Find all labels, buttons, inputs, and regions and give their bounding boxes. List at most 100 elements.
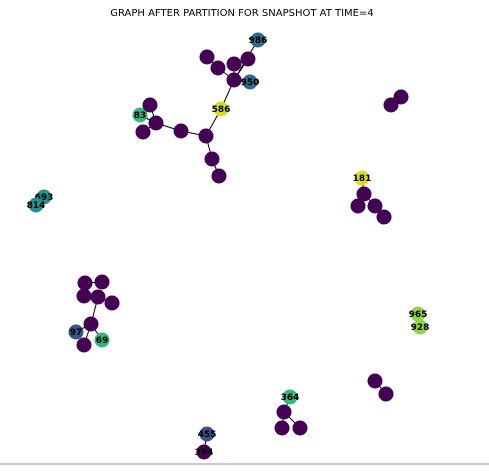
node-circle (250, 32, 266, 48)
node-circle (410, 306, 426, 322)
node-label: 83 (134, 111, 147, 121)
graph-node: 364 (281, 389, 300, 405)
node-circle (90, 289, 106, 305)
graph-node: 83 (132, 107, 148, 123)
node-label: 965 (409, 310, 428, 320)
node-label: 394 (195, 448, 214, 458)
graph-node: 97 (68, 324, 84, 340)
graph-node (226, 72, 242, 88)
node-circle (132, 107, 148, 123)
graph-node (142, 97, 158, 113)
graph-node (76, 288, 92, 304)
node-circle (226, 72, 242, 88)
graph-node (226, 56, 242, 72)
node-circle (28, 197, 44, 213)
graph-node (356, 186, 372, 202)
graph-node (135, 124, 151, 140)
graph-node (274, 420, 290, 436)
graph-node (393, 89, 409, 105)
graph-node (378, 386, 394, 402)
node-label: 97 (70, 328, 83, 338)
node-label: 364 (281, 393, 300, 403)
node-circle (383, 97, 399, 113)
node-circle (199, 426, 215, 442)
node-circle (350, 198, 366, 214)
node-label: 181 (353, 174, 372, 184)
graph-node: 586 (212, 101, 231, 117)
node-circle (292, 420, 308, 436)
graph-node: 928 (411, 319, 430, 335)
graph-node (376, 209, 392, 225)
graph-node (104, 295, 120, 311)
node-circle (68, 324, 84, 340)
node-circle (77, 275, 93, 291)
node-circle (173, 123, 189, 139)
node-circle (282, 389, 298, 405)
graph-node (210, 60, 226, 76)
node-label: 950 (241, 78, 260, 88)
node-label: 814 (27, 201, 46, 211)
graph-node (211, 168, 227, 184)
node-circle (226, 56, 242, 72)
node-circle (94, 274, 110, 290)
node-label: 986 (249, 36, 268, 46)
graph-node (383, 97, 399, 113)
node-circle (393, 89, 409, 105)
graph-node (350, 198, 366, 214)
graph-node (77, 275, 93, 291)
node-circle (196, 444, 212, 460)
node-circle (354, 170, 370, 186)
node-circle (412, 319, 428, 335)
node-circle (199, 49, 215, 65)
graph-node: 965 (409, 306, 428, 322)
node-circle (274, 420, 290, 436)
node-circle (210, 60, 226, 76)
graph-node (76, 337, 92, 353)
node-circle (376, 209, 392, 225)
graph-node (367, 373, 383, 389)
node-circle (213, 101, 229, 117)
graph-node (367, 198, 383, 214)
graph-node: 455 (198, 426, 217, 442)
node-label: 928 (411, 323, 430, 333)
node-circle (135, 124, 151, 140)
node-circle (356, 186, 372, 202)
graph-node (292, 420, 308, 436)
node-circle (142, 97, 158, 113)
node-circle (76, 337, 92, 353)
node-circle (198, 128, 214, 144)
node-label: 586 (212, 105, 231, 115)
graph-node: 394 (195, 444, 214, 460)
graph-node (173, 123, 189, 139)
graph-node: 69 (94, 332, 110, 348)
graph-node: 986 (249, 32, 268, 48)
node-circle (148, 115, 164, 131)
node-circle (76, 288, 92, 304)
graph-node: 950 (241, 74, 260, 90)
node-circle (104, 295, 120, 311)
graph-node (198, 128, 214, 144)
node-circle (367, 198, 383, 214)
node-circle (204, 151, 220, 167)
node-label: 455 (198, 430, 217, 440)
graph-node (148, 115, 164, 131)
graph-node (83, 316, 99, 332)
node-circle (367, 373, 383, 389)
node-label: 69 (96, 336, 109, 346)
graph-node (240, 51, 256, 67)
graph-node (204, 151, 220, 167)
node-circle (240, 51, 256, 67)
graph-node (90, 289, 106, 305)
node-circle (211, 168, 227, 184)
node-circle (378, 386, 394, 402)
node-label: 693 (35, 193, 54, 203)
graph-node (276, 404, 292, 420)
node-circle (94, 332, 110, 348)
node-circle (242, 74, 258, 90)
edge-layer (35, 39, 421, 453)
graph-node: 814 (27, 197, 46, 213)
graph-node (94, 274, 110, 290)
graph-node: 181 (353, 170, 372, 186)
